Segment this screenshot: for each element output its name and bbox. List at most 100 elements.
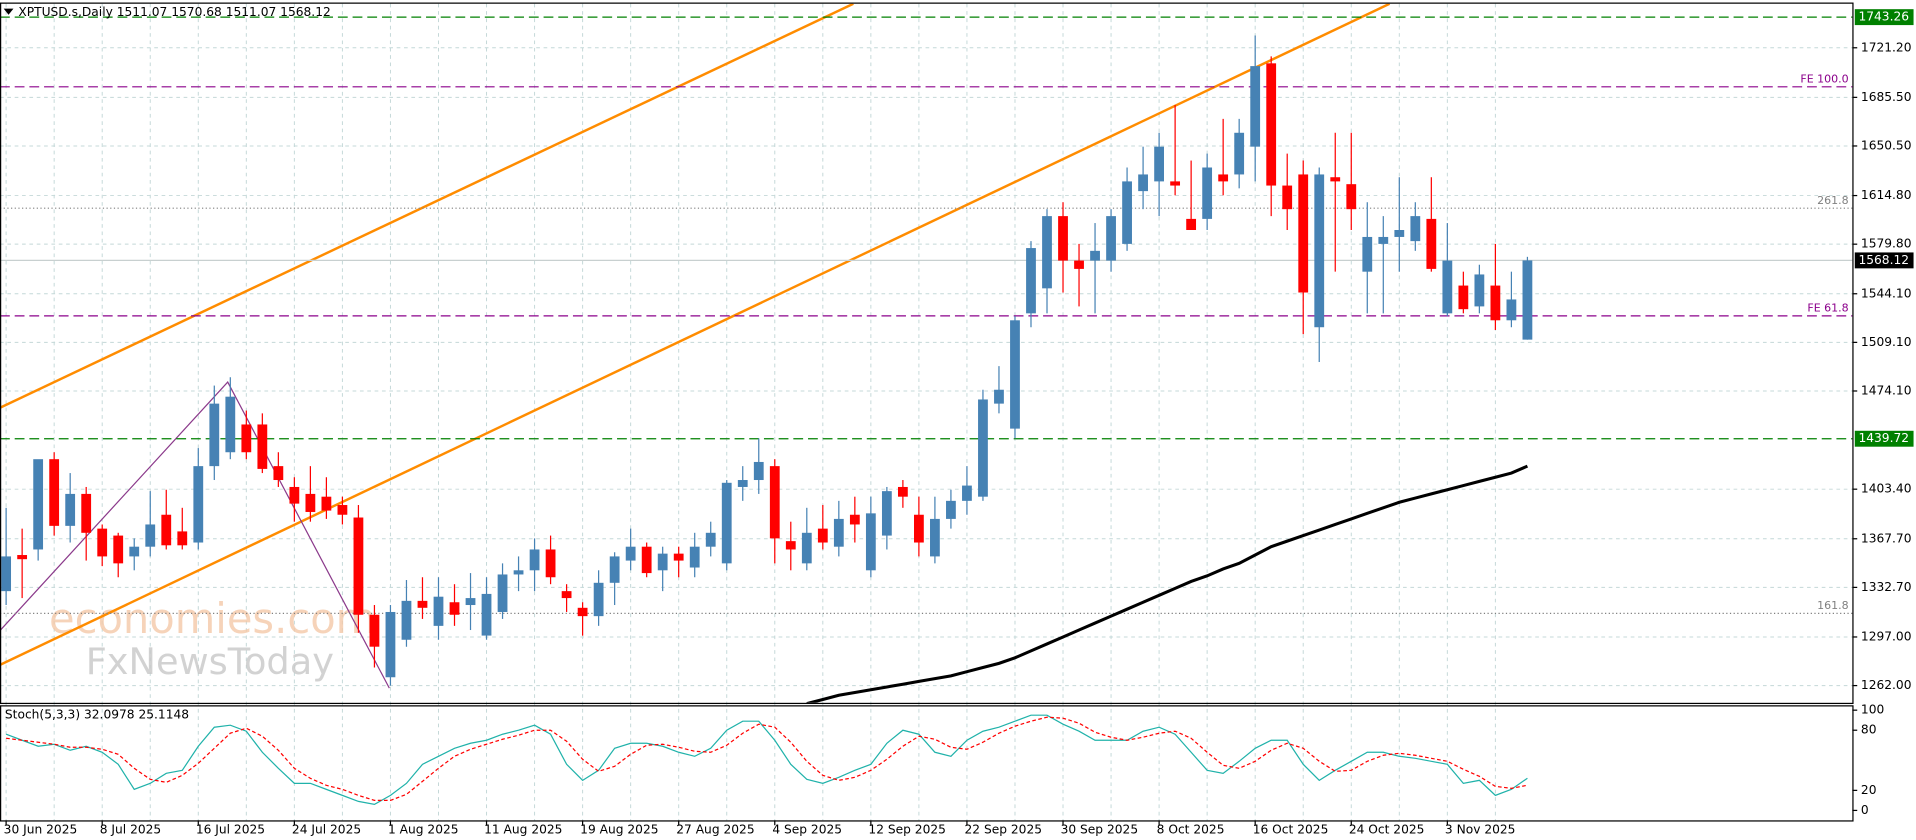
candle-body <box>1058 216 1068 261</box>
candle-body <box>545 549 556 578</box>
price-tag-label: 1439.72 <box>1858 431 1909 445</box>
chart-title: XPTUSD.s,Daily 1511.07 1570.68 1511.07 1… <box>18 5 330 19</box>
candle-body <box>753 461 764 481</box>
y-tick-label: 1685.50 <box>1861 90 1912 104</box>
y-tick-label: 1579.80 <box>1861 237 1912 251</box>
candle-body <box>625 546 636 561</box>
y-tick-label: 1403.40 <box>1861 482 1912 496</box>
y-tick-label: 1367.70 <box>1861 531 1912 545</box>
candle-body <box>1106 216 1116 261</box>
stoch-line <box>5 714 1528 806</box>
candle-body <box>721 482 732 564</box>
axes: XPTUSD.s,Daily 1511.07 1570.68 1511.07 1… <box>0 2 1854 822</box>
x-tick-label: 11 Aug 2025 <box>484 823 562 837</box>
candle-body <box>529 549 540 571</box>
level-label: 261.8 <box>1817 194 1849 207</box>
candle-body <box>81 493 92 533</box>
candle-body <box>241 424 252 453</box>
candle-body <box>769 466 780 539</box>
candle-body <box>1506 299 1517 321</box>
candle-body <box>705 532 716 547</box>
x-tick-label: 30 Jun 2025 <box>4 823 78 837</box>
candle-body <box>465 598 476 606</box>
x-tick-label: 24 Oct 2025 <box>1349 823 1425 837</box>
x-tick-label: 4 Sep 2025 <box>772 823 842 837</box>
candle-body <box>577 607 588 617</box>
candle-body <box>962 485 972 501</box>
menu-arrow[interactable] <box>3 8 14 15</box>
candle-body <box>1122 181 1132 244</box>
x-tick-label: 22 Sep 2025 <box>964 823 1042 837</box>
candle-body <box>1346 184 1357 210</box>
x-tick-label: 8 Jul 2025 <box>100 823 161 837</box>
candle-body <box>785 541 796 550</box>
candle-body <box>1138 174 1148 192</box>
candle-body <box>1298 174 1309 293</box>
candle-body <box>881 491 892 536</box>
candle-body <box>817 528 828 543</box>
candle-body <box>801 532 812 564</box>
candle-body <box>978 399 988 497</box>
watermark-brand: economies.com <box>49 594 376 643</box>
candle-body <box>1154 146 1164 182</box>
y-tick-label: 1474.10 <box>1861 383 1912 397</box>
candle-body <box>113 535 124 564</box>
candle-body <box>994 389 1004 404</box>
level-label: FE 61.8 <box>1807 301 1848 314</box>
candle-body <box>1378 236 1389 244</box>
candle-body <box>1042 216 1052 289</box>
candle-body <box>449 602 460 615</box>
candle-body <box>897 486 908 497</box>
y-tick-label: 1332.70 <box>1861 580 1912 594</box>
candle-body <box>737 480 748 487</box>
candle-body <box>1090 250 1100 261</box>
price-tag-label: 1568.12 <box>1858 253 1909 267</box>
x-tick-label: 24 Jul 2025 <box>292 823 361 837</box>
candle-body <box>481 593 492 636</box>
x-tick-label: 12 Sep 2025 <box>868 823 946 837</box>
y-tick-label: 1650.50 <box>1861 138 1912 152</box>
candle-body <box>946 500 956 519</box>
candle-body <box>225 396 236 453</box>
candle-body <box>1282 185 1293 210</box>
candle-body <box>497 574 508 612</box>
y-tick-label: 1262.00 <box>1861 678 1912 692</box>
levels: FE 100.0 261.8 FE 61.8 161.8 <box>0 16 1853 614</box>
candle-body <box>1522 260 1533 340</box>
stoch-frame <box>0 705 1854 822</box>
candle-body <box>689 546 700 568</box>
moving-average <box>806 464 1529 703</box>
candle-body <box>1490 285 1501 321</box>
candle-body <box>1234 132 1245 175</box>
candle-body <box>1186 218 1197 231</box>
candle-body <box>1026 248 1036 314</box>
candle-body <box>673 553 684 561</box>
candle-body <box>353 517 364 615</box>
candle-body <box>369 614 380 647</box>
candle-body <box>33 459 44 550</box>
x-tick-label: 27 Aug 2025 <box>676 823 754 837</box>
candle-body <box>1266 63 1277 186</box>
y-tick-label: 1509.10 <box>1861 335 1912 349</box>
candle-body <box>177 531 188 546</box>
labels: 30 Jun 2025 8 Jul 2025 16 Jul 2025 24 Jul 2… <box>4 9 1914 837</box>
price-tag <box>1854 9 1914 26</box>
candle-body <box>97 528 108 557</box>
candle-body <box>1410 216 1421 242</box>
zigzag <box>0 380 390 689</box>
candle-body <box>930 518 940 557</box>
candle-body <box>1010 320 1020 429</box>
candle-body <box>513 570 524 575</box>
candle-body <box>1250 66 1261 147</box>
candle-body <box>1426 218 1437 269</box>
candle-body <box>865 513 876 571</box>
candle-body <box>641 546 652 574</box>
candle-body <box>385 611 396 678</box>
candle-body <box>833 518 844 547</box>
stoch-plot <box>5 714 1528 806</box>
candle-body <box>561 591 572 599</box>
y-tick-label: 1297.00 <box>1861 629 1912 643</box>
stoch-tick-label: 0 <box>1861 803 1869 817</box>
